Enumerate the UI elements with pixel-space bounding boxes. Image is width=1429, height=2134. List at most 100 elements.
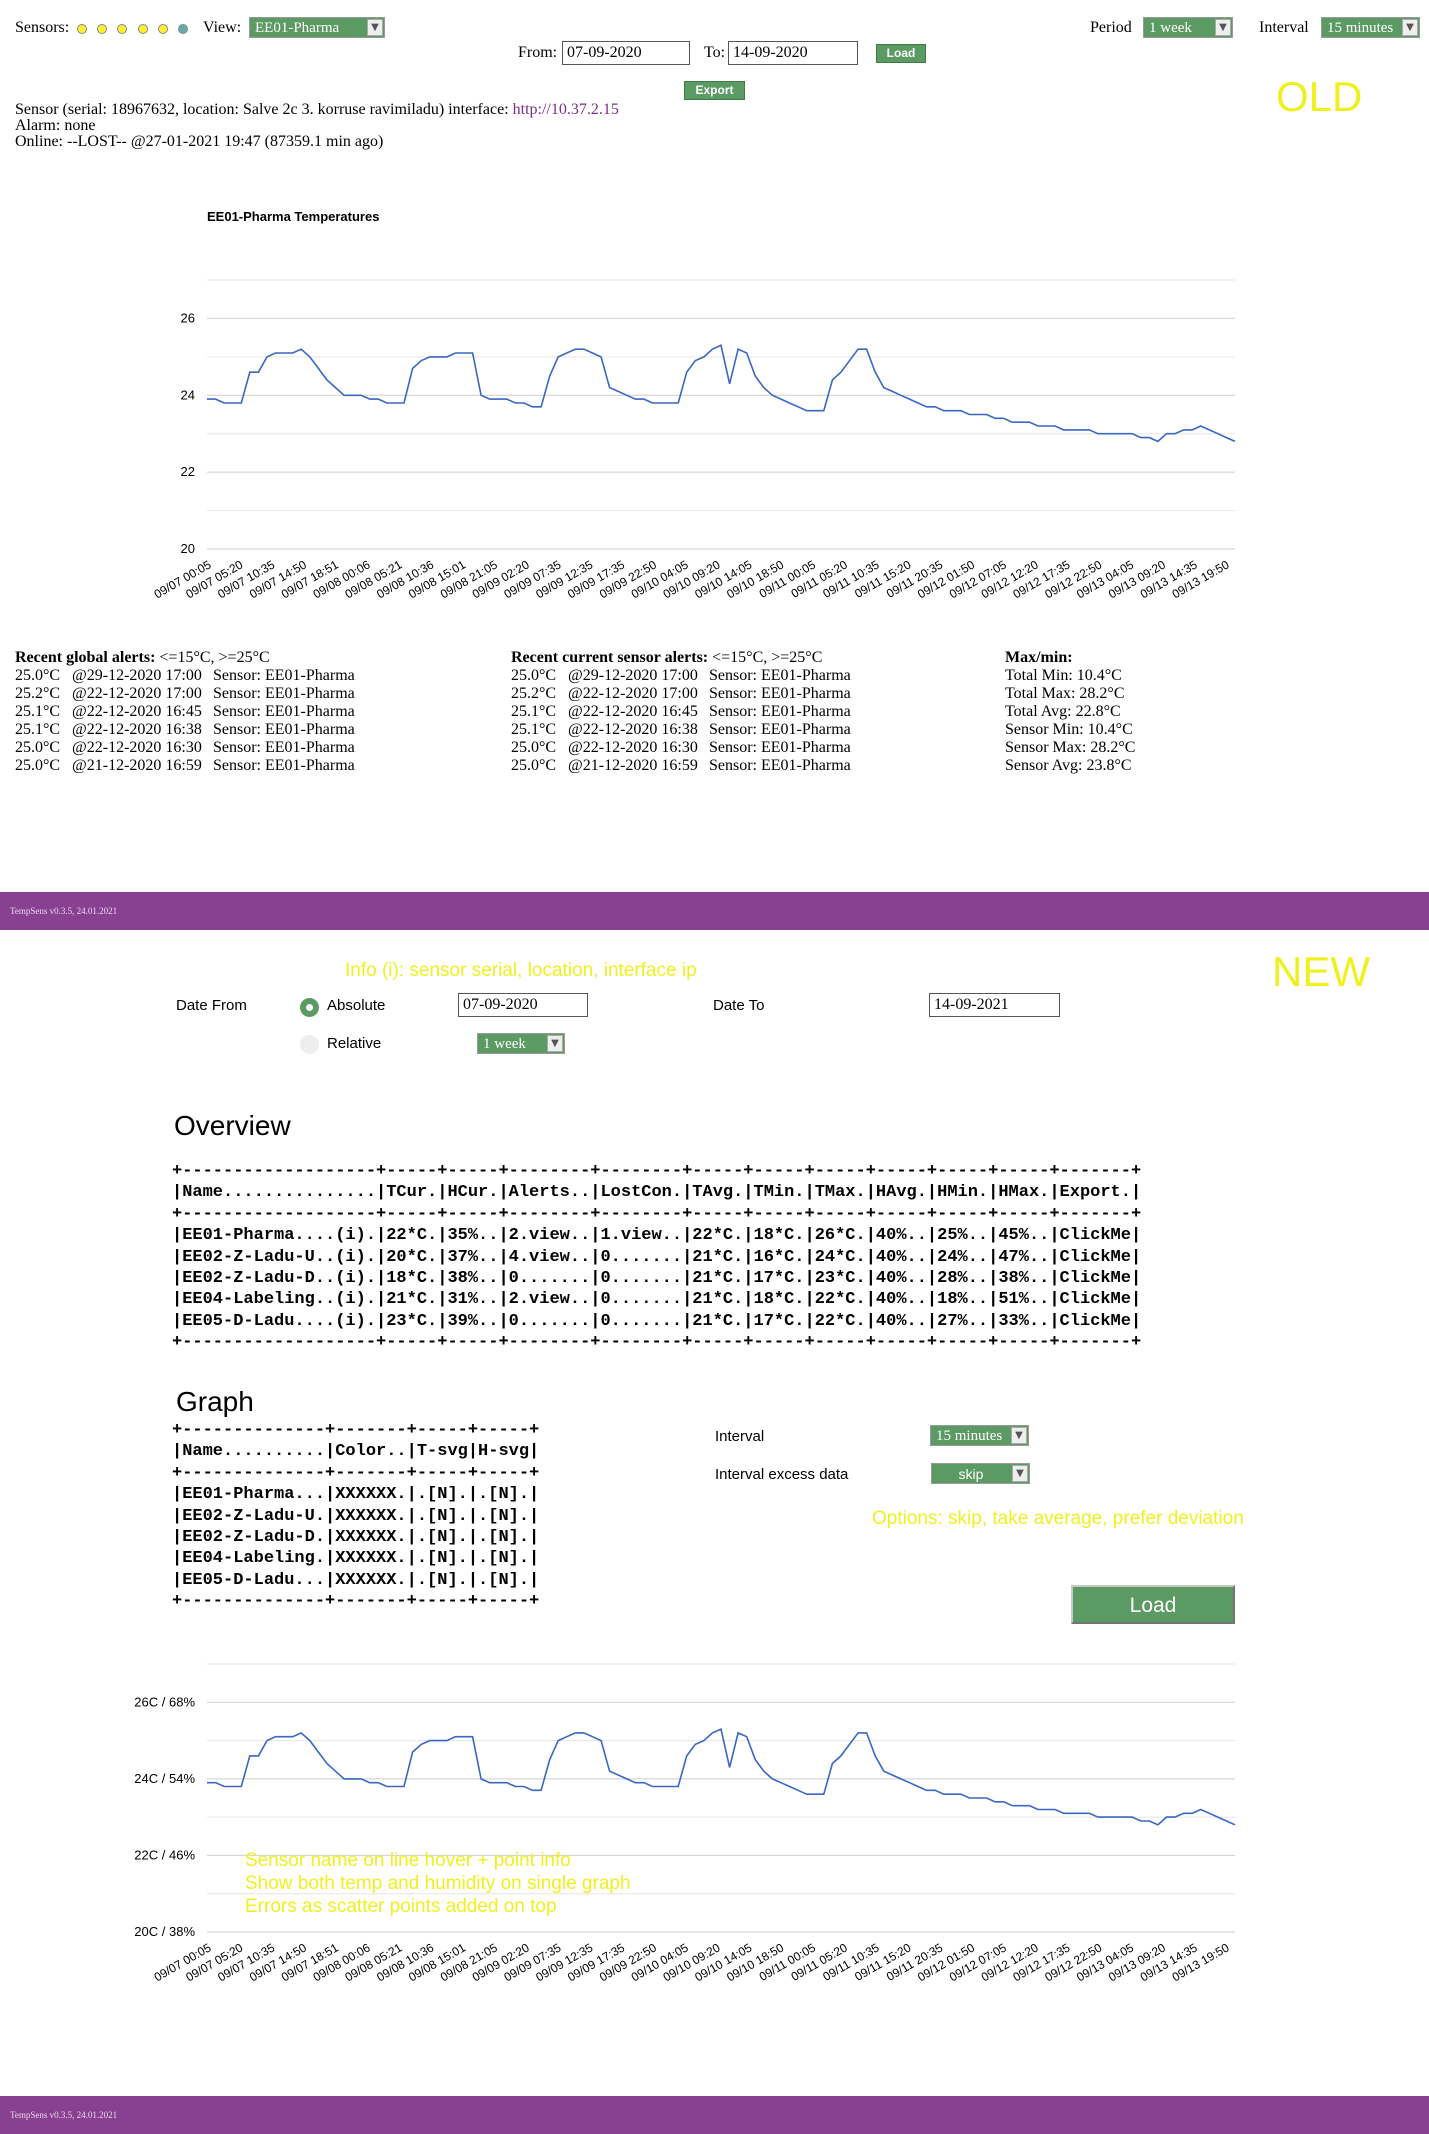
alert-temp: 25.0°C [511, 667, 557, 684]
to-input[interactable]: 14-09-2020 [728, 41, 858, 65]
alert-temp: 25.0°C [15, 667, 61, 684]
absolute-radio[interactable] [300, 998, 319, 1017]
sensor-dot-1[interactable] [77, 24, 87, 34]
current-alerts-range: <=15°C, >=25°C [712, 649, 823, 666]
current-alerts-list: 25.0°C @29-12-2020 17:00 Sensor: EE01-Phar… [511, 667, 851, 775]
view-label: View: [203, 19, 242, 36]
alert-time: @22-12-2020 16:38 [72, 721, 202, 738]
interval-select-new-value: 15 minutes [936, 1428, 1003, 1444]
alert-temp: 25.1°C [511, 703, 557, 720]
absolute-label: Absolute [327, 997, 386, 1014]
interval-label-new: Interval [715, 1428, 765, 1445]
load-button[interactable]: Load [876, 44, 926, 63]
relative-select[interactable]: 1 week ▼ [477, 1033, 565, 1054]
alert-sensor: Sensor: EE01-Pharma [213, 685, 355, 702]
current-alert-row: 25.2°C @22-12-2020 17:00 Sensor: EE01-Phar… [511, 685, 851, 703]
graph-table[interactable]: +--------------+-------+-----+-----+ |Na… [172, 1421, 540, 1612]
graph-title: Graph [176, 1386, 254, 1417]
view-select[interactable]: EE01-Pharma ▼ [249, 17, 385, 38]
alert-sensor: Sensor: EE01-Pharma [213, 703, 355, 720]
global-alert-row: 25.1°C @22-12-2020 16:38 Sensor: EE01-Phar… [15, 721, 355, 739]
y-tick-label: 26C / 68% [134, 1694, 195, 1709]
global-alerts-list: 25.0°C @29-12-2020 17:00 Sensor: EE01-Phar… [15, 667, 355, 775]
period-select-value: 1 week [1149, 20, 1192, 36]
global-alert-row: 25.0°C @29-12-2020 17:00 Sensor: EE01-Phar… [15, 667, 355, 685]
excess-select[interactable]: skip ▼ [931, 1463, 1030, 1484]
chevron-down-icon: ▼ [547, 1035, 563, 1052]
load-button-new[interactable]: Load [1071, 1585, 1235, 1624]
global-alerts-title: Recent global alerts: [15, 649, 156, 666]
alert-sensor: Sensor: EE01-Pharma [709, 739, 851, 756]
alarm-status: Alarm: none [15, 117, 96, 134]
temperature-series-line[interactable] [207, 344, 1236, 443]
alert-sensor: Sensor: EE01-Pharma [709, 667, 851, 684]
export-button[interactable]: Export [684, 81, 745, 100]
global-alert-row: 25.0°C @21-12-2020 16:59 Sensor: EE01-Phar… [15, 757, 355, 775]
global-alert-row: 25.1°C @22-12-2020 16:45 Sensor: EE01-Phar… [15, 703, 355, 721]
sensor-info-text: Sensor (serial: 18967632, location: Salv… [15, 101, 509, 118]
alert-temp: 25.1°C [15, 721, 61, 738]
current-alert-row: 25.0°C @22-12-2020 16:30 Sensor: EE01-Phar… [511, 739, 851, 757]
global-alerts-panel: Recent global alerts: <=15°C, >=25°C 25.… [15, 649, 355, 775]
maxmin-item: Total Avg: 22.8°C [1005, 703, 1121, 720]
interface-link[interactable]: http://10.37.2.15 [512, 101, 619, 118]
alert-sensor: Sensor: EE01-Pharma [709, 703, 851, 720]
current-alert-row: 25.1°C @22-12-2020 16:45 Sensor: EE01-Phar… [511, 703, 851, 721]
chart-title: EE01-Pharma Temperatures [207, 209, 380, 224]
sensor-dot-2[interactable] [97, 24, 107, 34]
alert-time: @21-12-2020 16:59 [568, 757, 698, 774]
excess-select-value: skip [958, 1466, 984, 1482]
date-from-label: Date From [176, 997, 247, 1014]
y-tick-label: 20C / 38% [134, 1924, 195, 1939]
sensor-dot-3[interactable] [117, 24, 127, 34]
maxmin-item: Sensor Max: 28.2°C [1005, 739, 1136, 756]
current-alert-row: 25.1°C @22-12-2020 16:38 Sensor: EE01-Phar… [511, 721, 851, 739]
global-alerts-range: <=15°C, >=25°C [159, 649, 270, 666]
alert-temp: 25.0°C [15, 757, 61, 774]
footer-new: TempSens v0.3.5, 24.01.2021 [0, 2096, 1429, 2134]
maxmin-panel: Max/min: Total Min: 10.4°C Total Max: 28.… [1005, 649, 1135, 775]
chevron-down-icon: ▼ [1011, 1427, 1027, 1444]
y-tick-label: 20 [181, 541, 195, 556]
footer-text: TempSens v0.3.5, 24.01.2021 [10, 906, 118, 916]
relative-radio[interactable] [300, 1035, 319, 1054]
interval-label: Interval [1259, 19, 1309, 36]
options-note: Options: skip, take average, prefer devi… [872, 1508, 1244, 1529]
from-input[interactable]: 07-09-2020 [562, 41, 690, 65]
from-label: From: [518, 44, 558, 61]
chevron-down-icon: ▼ [1402, 19, 1418, 36]
date-from-input[interactable]: 07-09-2020 [458, 993, 588, 1017]
sensor-dot-6[interactable] [178, 24, 188, 34]
alert-temp: 25.0°C [511, 739, 557, 756]
y-tick-label: 24 [181, 387, 195, 402]
temperature-series-line[interactable] [207, 1727, 1236, 1826]
alert-temp: 25.2°C [15, 685, 61, 702]
date-to-input[interactable]: 14-09-2021 [929, 993, 1060, 1017]
overview-title: Overview [174, 1110, 291, 1141]
interval-select[interactable]: 15 minutes ▼ [1321, 17, 1420, 38]
global-alert-row: 25.2°C @22-12-2020 17:00 Sensor: EE01-Phar… [15, 685, 355, 703]
sensor-dot-4[interactable] [138, 24, 148, 34]
alert-time: @22-12-2020 16:30 [568, 739, 698, 756]
alert-sensor: Sensor: EE01-Pharma [709, 757, 851, 774]
sensors-label: Sensors: [15, 19, 70, 36]
overview-table[interactable]: +-------------------+-----+-----+-------… [172, 1162, 1142, 1353]
alert-time: @22-12-2020 16:45 [72, 703, 202, 720]
chevron-down-icon: ▼ [1215, 19, 1231, 36]
alert-sensor: Sensor: EE01-Pharma [709, 721, 851, 738]
global-alert-row: 25.0°C @22-12-2020 16:30 Sensor: EE01-Phar… [15, 739, 355, 757]
online-status: Online: --LOST-- @27-01-2021 19:47 (8735… [15, 133, 384, 150]
alert-sensor: Sensor: EE01-Pharma [213, 667, 355, 684]
alert-sensor: Sensor: EE01-Pharma [213, 721, 355, 738]
current-alert-row: 25.0°C @21-12-2020 16:59 Sensor: EE01-Phar… [511, 757, 851, 775]
view-select-value: EE01-Pharma [255, 20, 340, 36]
info-note: Info (i): sensor serial, location, inter… [345, 960, 697, 981]
new-corner-label: NEW [1272, 948, 1370, 995]
period-select[interactable]: 1 week ▼ [1143, 17, 1233, 38]
alert-time: @29-12-2020 17:00 [568, 667, 698, 684]
alert-time: @22-12-2020 16:45 [568, 703, 698, 720]
interval-select-new[interactable]: 15 minutes ▼ [930, 1425, 1029, 1446]
y-tick-label: 22 [181, 464, 195, 479]
sensor-dot-5[interactable] [158, 24, 168, 34]
